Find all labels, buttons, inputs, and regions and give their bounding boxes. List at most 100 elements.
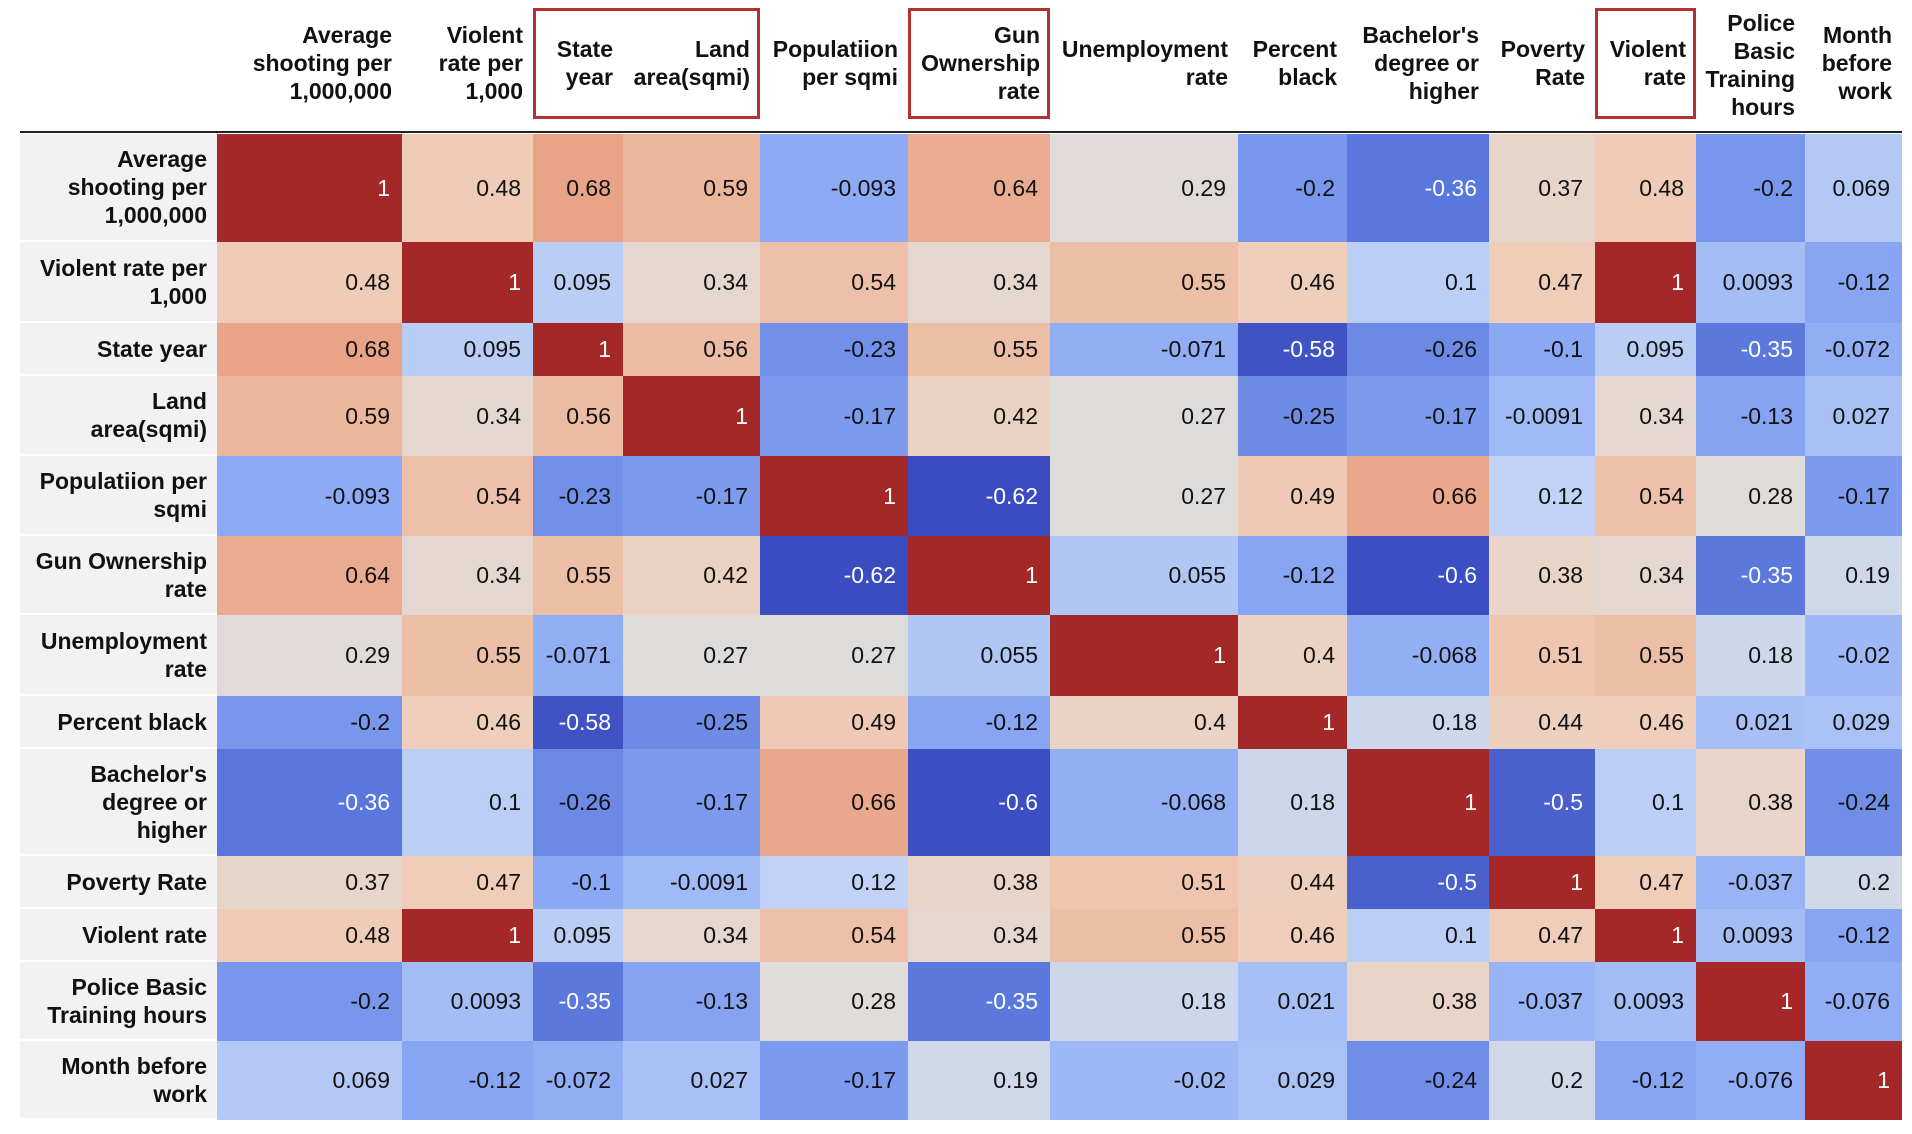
heatmap-cell: 0.34 xyxy=(908,242,1050,323)
heatmap-cell: 0.34 xyxy=(1595,536,1696,615)
heatmap-cell: 1 xyxy=(1238,696,1347,749)
heatmap-cell: -0.35 xyxy=(908,962,1050,1041)
heatmap-cell: 1 xyxy=(533,323,623,376)
column-label: Gun Ownership rate xyxy=(908,21,1040,105)
heatmap-cell: -0.17 xyxy=(760,1041,908,1120)
heatmap-cell: 0.51 xyxy=(1050,856,1238,909)
heatmap-cell: 0.34 xyxy=(402,376,533,456)
column-label: Average shooting per 1,000,000 xyxy=(217,21,392,105)
heatmap-cell: -0.58 xyxy=(533,696,623,749)
heatmap-cell: 0.27 xyxy=(623,615,760,696)
heatmap-cell: 1 xyxy=(623,376,760,456)
heatmap-cell: -0.0091 xyxy=(623,856,760,909)
heatmap-cell: 0.29 xyxy=(217,615,402,696)
heatmap-cell: 0.66 xyxy=(760,749,908,856)
row-label-line: Training hours xyxy=(47,1001,207,1028)
heatmap-cell: 0.34 xyxy=(623,242,760,323)
column-label-line: Violent xyxy=(446,22,523,48)
heatmap-cell: 0.069 xyxy=(217,1041,402,1120)
heatmap-cell: -0.072 xyxy=(533,1041,623,1120)
heatmap-cell: -0.58 xyxy=(1238,323,1347,376)
heatmap-cell: 0.49 xyxy=(1238,456,1347,536)
row-label-line: Poverty Rate xyxy=(66,868,207,895)
header-rule xyxy=(20,131,1902,133)
heatmap-cell: 0.1 xyxy=(402,749,533,856)
heatmap-cell: 0.1 xyxy=(1347,242,1489,323)
heatmap-cell: 0.42 xyxy=(908,376,1050,456)
heatmap-cell: 0.54 xyxy=(1595,456,1696,536)
column-label: Unemployment rate xyxy=(1050,35,1228,91)
row-label: Bachelor's degree or higher xyxy=(20,749,217,854)
heatmap-cell: 0.34 xyxy=(402,536,533,615)
row-label: Average shooting per 1,000,000 xyxy=(20,134,217,240)
row-label-line: 1,000 xyxy=(149,282,207,309)
heatmap-cell: -0.02 xyxy=(1805,615,1902,696)
heatmap-cell: 1 xyxy=(402,909,533,962)
heatmap-cell: 0.59 xyxy=(623,134,760,242)
heatmap-cell: -0.17 xyxy=(1347,376,1489,456)
column-label-line: Rate xyxy=(1535,64,1585,90)
heatmap-cell: -0.071 xyxy=(1050,323,1238,376)
heatmap-cell: 0.0093 xyxy=(1595,962,1696,1041)
heatmap-cell: 0.27 xyxy=(1050,456,1238,536)
heatmap-cell: 0.28 xyxy=(1696,456,1805,536)
column-label-line: per sqmi xyxy=(802,64,898,90)
heatmap-cell: -0.12 xyxy=(1805,242,1902,323)
heatmap-cell: 0.18 xyxy=(1347,696,1489,749)
column-label-line: shooting per xyxy=(252,50,392,76)
heatmap-cell: 0.48 xyxy=(1595,134,1696,242)
heatmap-cell: 0.68 xyxy=(217,323,402,376)
heatmap-cell: -0.35 xyxy=(533,962,623,1041)
heatmap-cell: 0.38 xyxy=(1696,749,1805,856)
column-label-line: Violent xyxy=(1609,36,1686,62)
heatmap-cell: 0.55 xyxy=(533,536,623,615)
row-label: Populatiion per sqmi xyxy=(20,456,217,534)
heatmap-cell: 0.28 xyxy=(760,962,908,1041)
row-label-line: degree or xyxy=(102,788,207,815)
heatmap-cell: 0.54 xyxy=(402,456,533,536)
column-label: Month before work xyxy=(1805,21,1892,105)
heatmap-cell: -0.093 xyxy=(217,456,402,536)
column-label: Percent black xyxy=(1238,35,1337,91)
heatmap-cell: 0.66 xyxy=(1347,456,1489,536)
heatmap-cell: -0.2 xyxy=(217,962,402,1041)
heatmap-cell: -0.12 xyxy=(908,696,1050,749)
heatmap-cell: -0.2 xyxy=(217,696,402,749)
heatmap-cell: 0.44 xyxy=(1489,696,1595,749)
heatmap-cell: -0.17 xyxy=(623,456,760,536)
heatmap-cell: -0.17 xyxy=(1805,456,1902,536)
heatmap-cell: 0.56 xyxy=(623,323,760,376)
column-label-line: Basic xyxy=(1733,38,1795,64)
heatmap-cell: -0.5 xyxy=(1347,856,1489,909)
heatmap-cell: 0.54 xyxy=(760,909,908,962)
heatmap-cell: 0.64 xyxy=(908,134,1050,242)
column-label-line: black xyxy=(1278,64,1337,90)
column-label-line: Ownership xyxy=(921,50,1040,76)
heatmap-cell: -0.17 xyxy=(760,376,908,456)
column-label-line: rate xyxy=(997,78,1040,104)
heatmap-cell: -0.6 xyxy=(908,749,1050,856)
heatmap-cell: -0.1 xyxy=(533,856,623,909)
heatmap-cell: 1 xyxy=(1489,856,1595,909)
heatmap-cell: -0.02 xyxy=(1050,1041,1238,1120)
row-label: Land area(sqmi) xyxy=(20,376,217,454)
heatmap-cell: 1 xyxy=(908,536,1050,615)
column-label: Bachelor's degree or higher xyxy=(1347,21,1479,105)
heatmap-cell: -0.12 xyxy=(1595,1041,1696,1120)
heatmap-cell: 0.055 xyxy=(1050,536,1238,615)
heatmap-cell: -0.037 xyxy=(1696,856,1805,909)
heatmap-cell: -0.62 xyxy=(760,536,908,615)
row-label-line: higher xyxy=(136,816,207,843)
column-label-line: Percent xyxy=(1252,36,1337,62)
row-label-line: Police Basic xyxy=(71,973,207,1000)
column-label: Poverty Rate xyxy=(1489,35,1585,91)
heatmap-cell: 0.48 xyxy=(217,909,402,962)
column-label: Police Basic Training hours xyxy=(1696,9,1795,121)
heatmap-cell: -0.25 xyxy=(1238,376,1347,456)
heatmap-cell: -0.12 xyxy=(1238,536,1347,615)
heatmap-cell: 0.46 xyxy=(1238,909,1347,962)
heatmap-cell: -0.093 xyxy=(760,134,908,242)
heatmap-cell: -0.36 xyxy=(217,749,402,856)
heatmap-cell: 0.19 xyxy=(908,1041,1050,1120)
